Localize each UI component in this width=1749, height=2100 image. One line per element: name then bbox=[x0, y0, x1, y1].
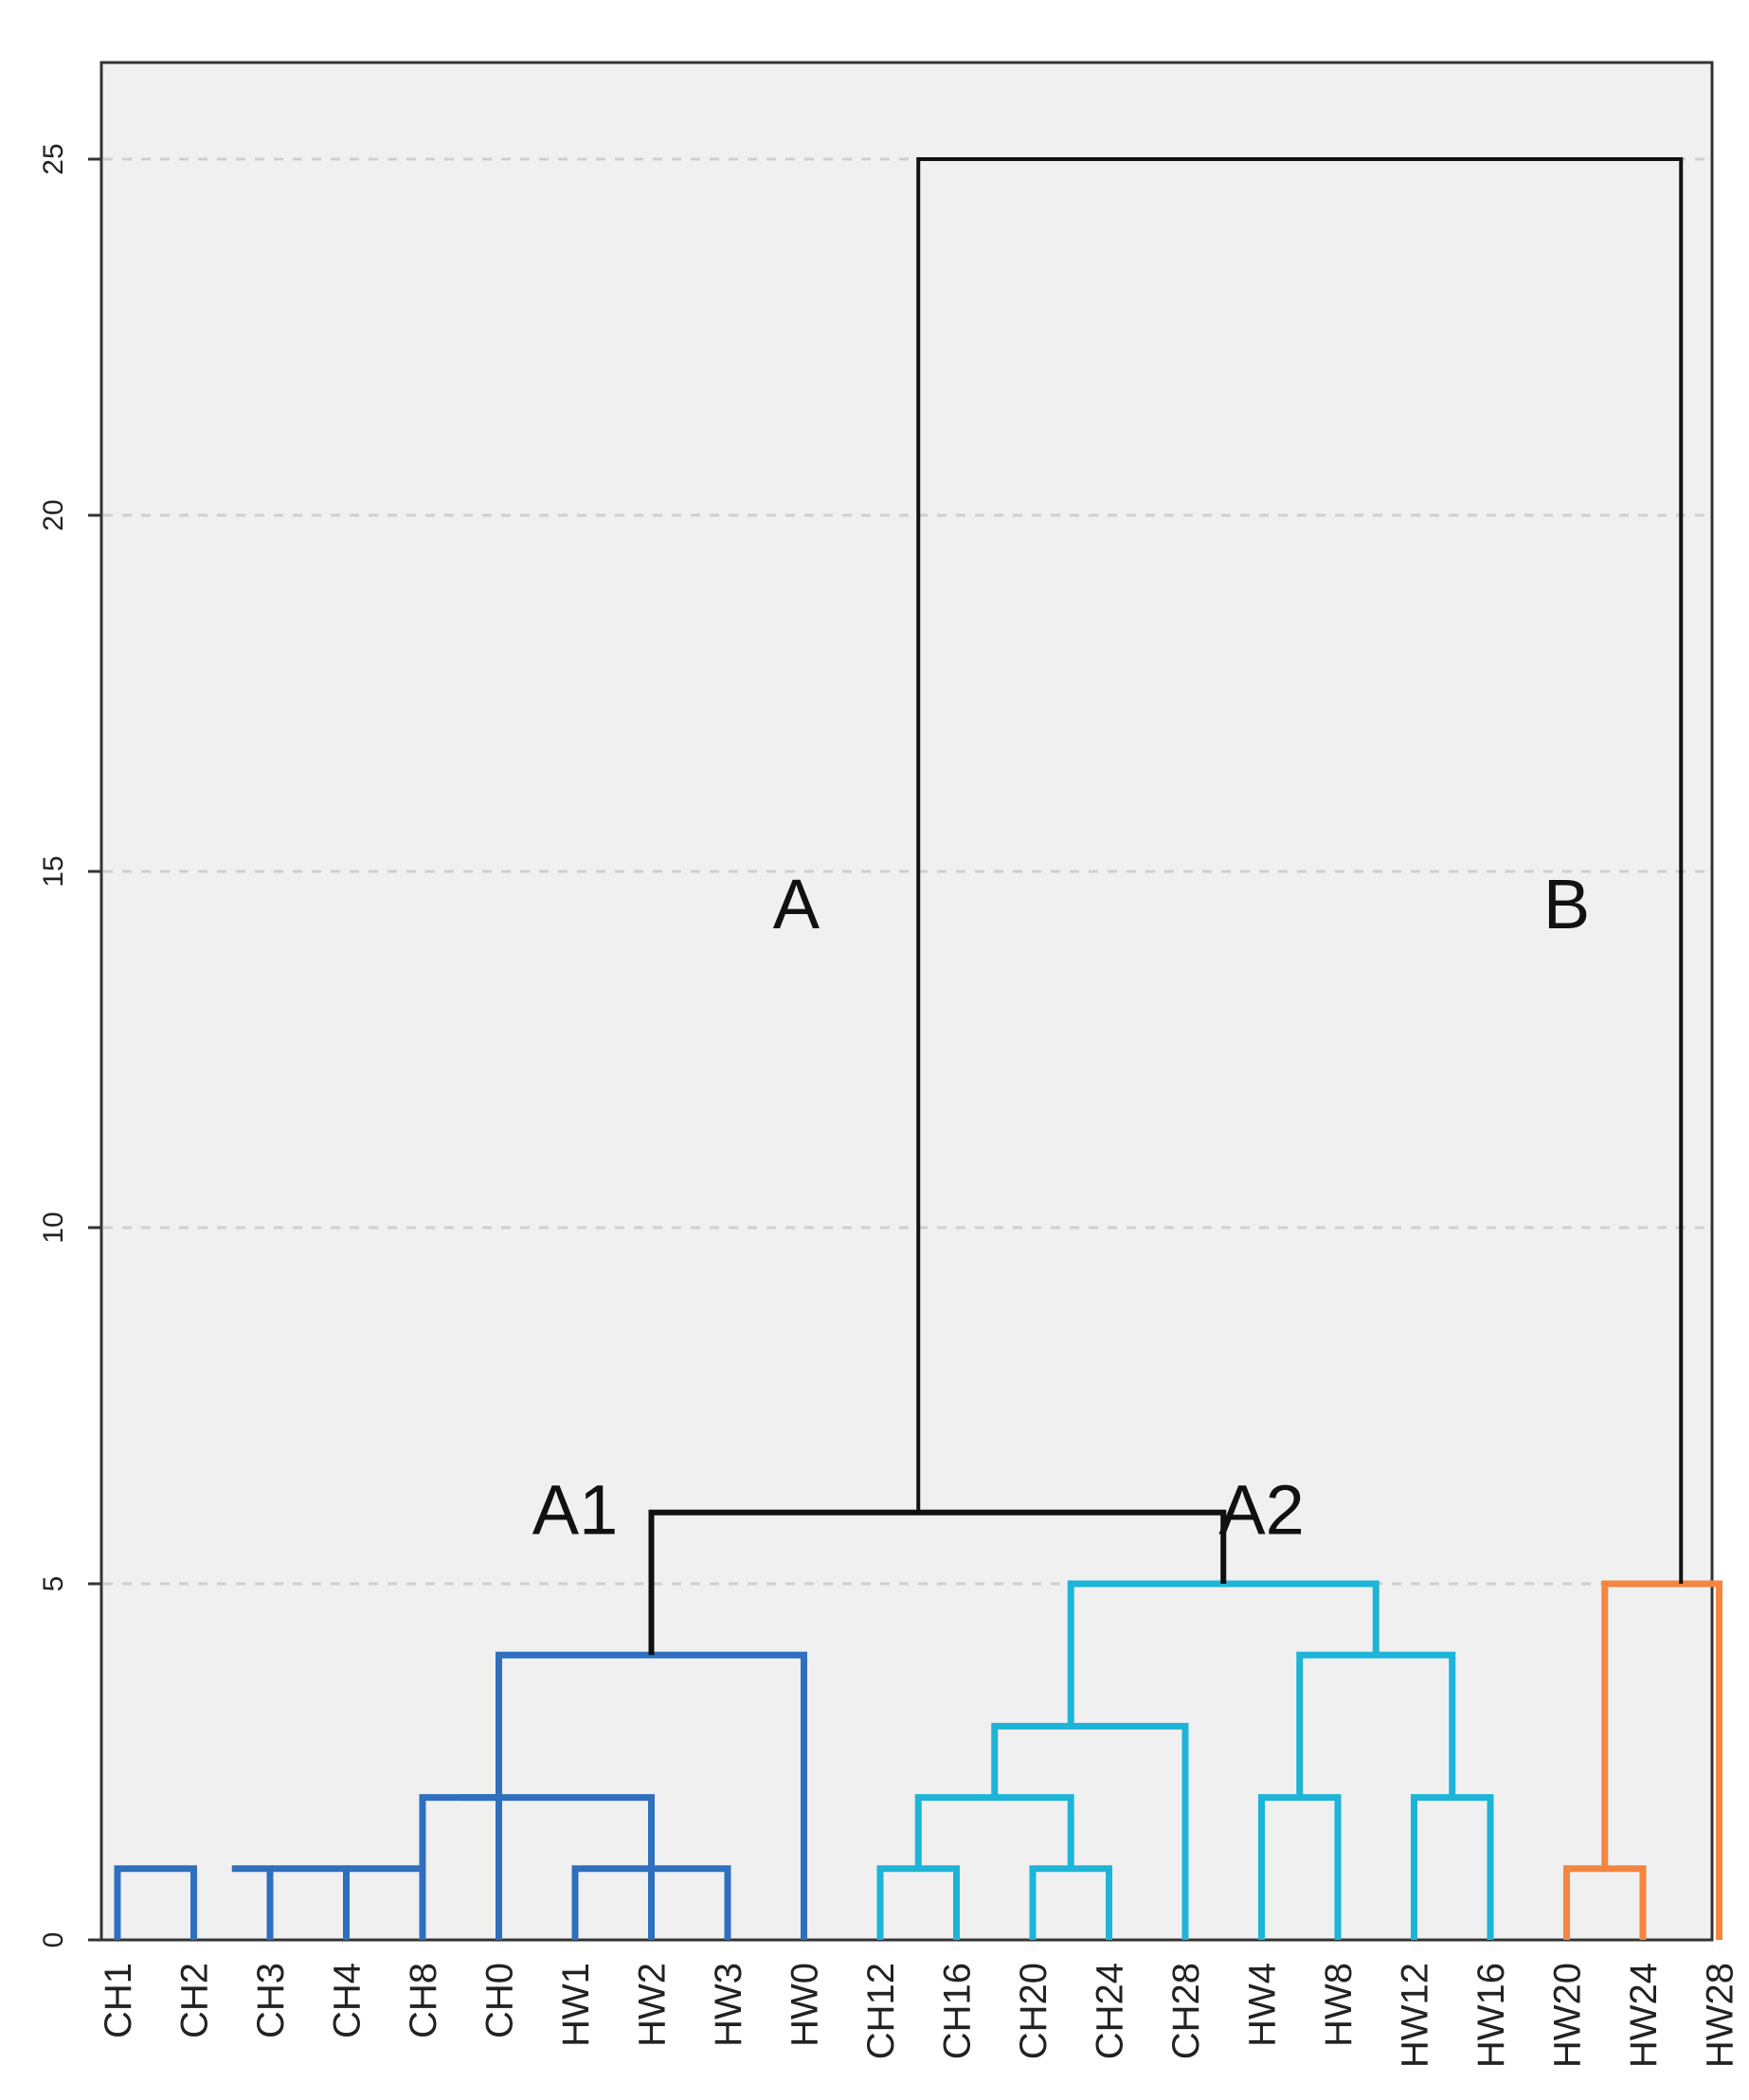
leaf-label-ch20: CH20 bbox=[1013, 1963, 1055, 2059]
branch-m21 bbox=[916, 157, 1684, 1584]
y-tick-label-10: 10 bbox=[38, 1212, 69, 1243]
leaf-label-ch8: CH8 bbox=[403, 1963, 444, 2038]
leaf-label-hw20: HW20 bbox=[1547, 1963, 1589, 2068]
branch-m7 bbox=[419, 1794, 655, 1869]
leaf-label-hw2: HW2 bbox=[632, 1963, 674, 2047]
cluster-label-a1: A1 bbox=[532, 1470, 619, 1549]
leaf-label-ch12: CH12 bbox=[860, 1963, 902, 2059]
cluster-label-a2: A2 bbox=[1218, 1470, 1305, 1549]
leaf-label-ch1: CH1 bbox=[98, 1963, 139, 2038]
leaf-label-hw28: HW28 bbox=[1700, 1963, 1741, 2068]
leaf-label-ch0: CH0 bbox=[479, 1963, 521, 2038]
branch-m18 bbox=[648, 1509, 1227, 1656]
leaf-label-hw16: HW16 bbox=[1470, 1963, 1512, 2068]
dendrogram-branches bbox=[114, 157, 1722, 1940]
y-tick-label-5: 5 bbox=[38, 1576, 69, 1592]
cluster-labels: A B A1 A2 bbox=[532, 865, 1590, 1549]
leaf-label-hw12: HW12 bbox=[1395, 1963, 1436, 2068]
leaf-label-ch3: CH3 bbox=[250, 1963, 292, 2038]
grid-lines bbox=[103, 157, 1710, 1586]
cluster-label-b: B bbox=[1543, 865, 1590, 943]
plot-background bbox=[99, 61, 1714, 1942]
branch-m1 bbox=[114, 1865, 197, 1940]
branch-m20 bbox=[1601, 1580, 1722, 1940]
leaf-label-ch16: CH16 bbox=[937, 1963, 979, 2059]
y-axis: 0 5 10 15 20 25 bbox=[38, 143, 101, 1947]
leaf-label-ch2: CH2 bbox=[174, 1963, 216, 2038]
branch-m13 bbox=[991, 1722, 1189, 1940]
leaf-label-hw1: HW1 bbox=[555, 1963, 597, 2047]
leaf-label-hw3: HW3 bbox=[708, 1963, 749, 2047]
leaf-label-ch24: CH24 bbox=[1090, 1963, 1131, 2059]
leaf-label-hw24: HW24 bbox=[1623, 1963, 1665, 2068]
y-tick-label-25: 25 bbox=[38, 143, 69, 174]
y-tick-label-15: 15 bbox=[38, 855, 69, 887]
leaf-label-hw4: HW4 bbox=[1242, 1963, 1284, 2047]
leaf-label-ch28: CH28 bbox=[1165, 1963, 1207, 2059]
y-tick-label-0: 0 bbox=[38, 1932, 69, 1948]
leaf-label-hw8: HW8 bbox=[1318, 1963, 1360, 2047]
leaf-label-ch4: CH4 bbox=[327, 1963, 369, 2038]
leaf-labels: CH1 CH2 CH3 CH4 CH8 CH0 HW1 HW2 HW3 HW0 CH12 CH16 CH… bbox=[98, 1963, 1741, 2068]
y-tick-label-20: 20 bbox=[38, 499, 69, 530]
cluster-label-a: A bbox=[773, 865, 820, 943]
leaf-label-hw0: HW0 bbox=[784, 1963, 826, 2047]
